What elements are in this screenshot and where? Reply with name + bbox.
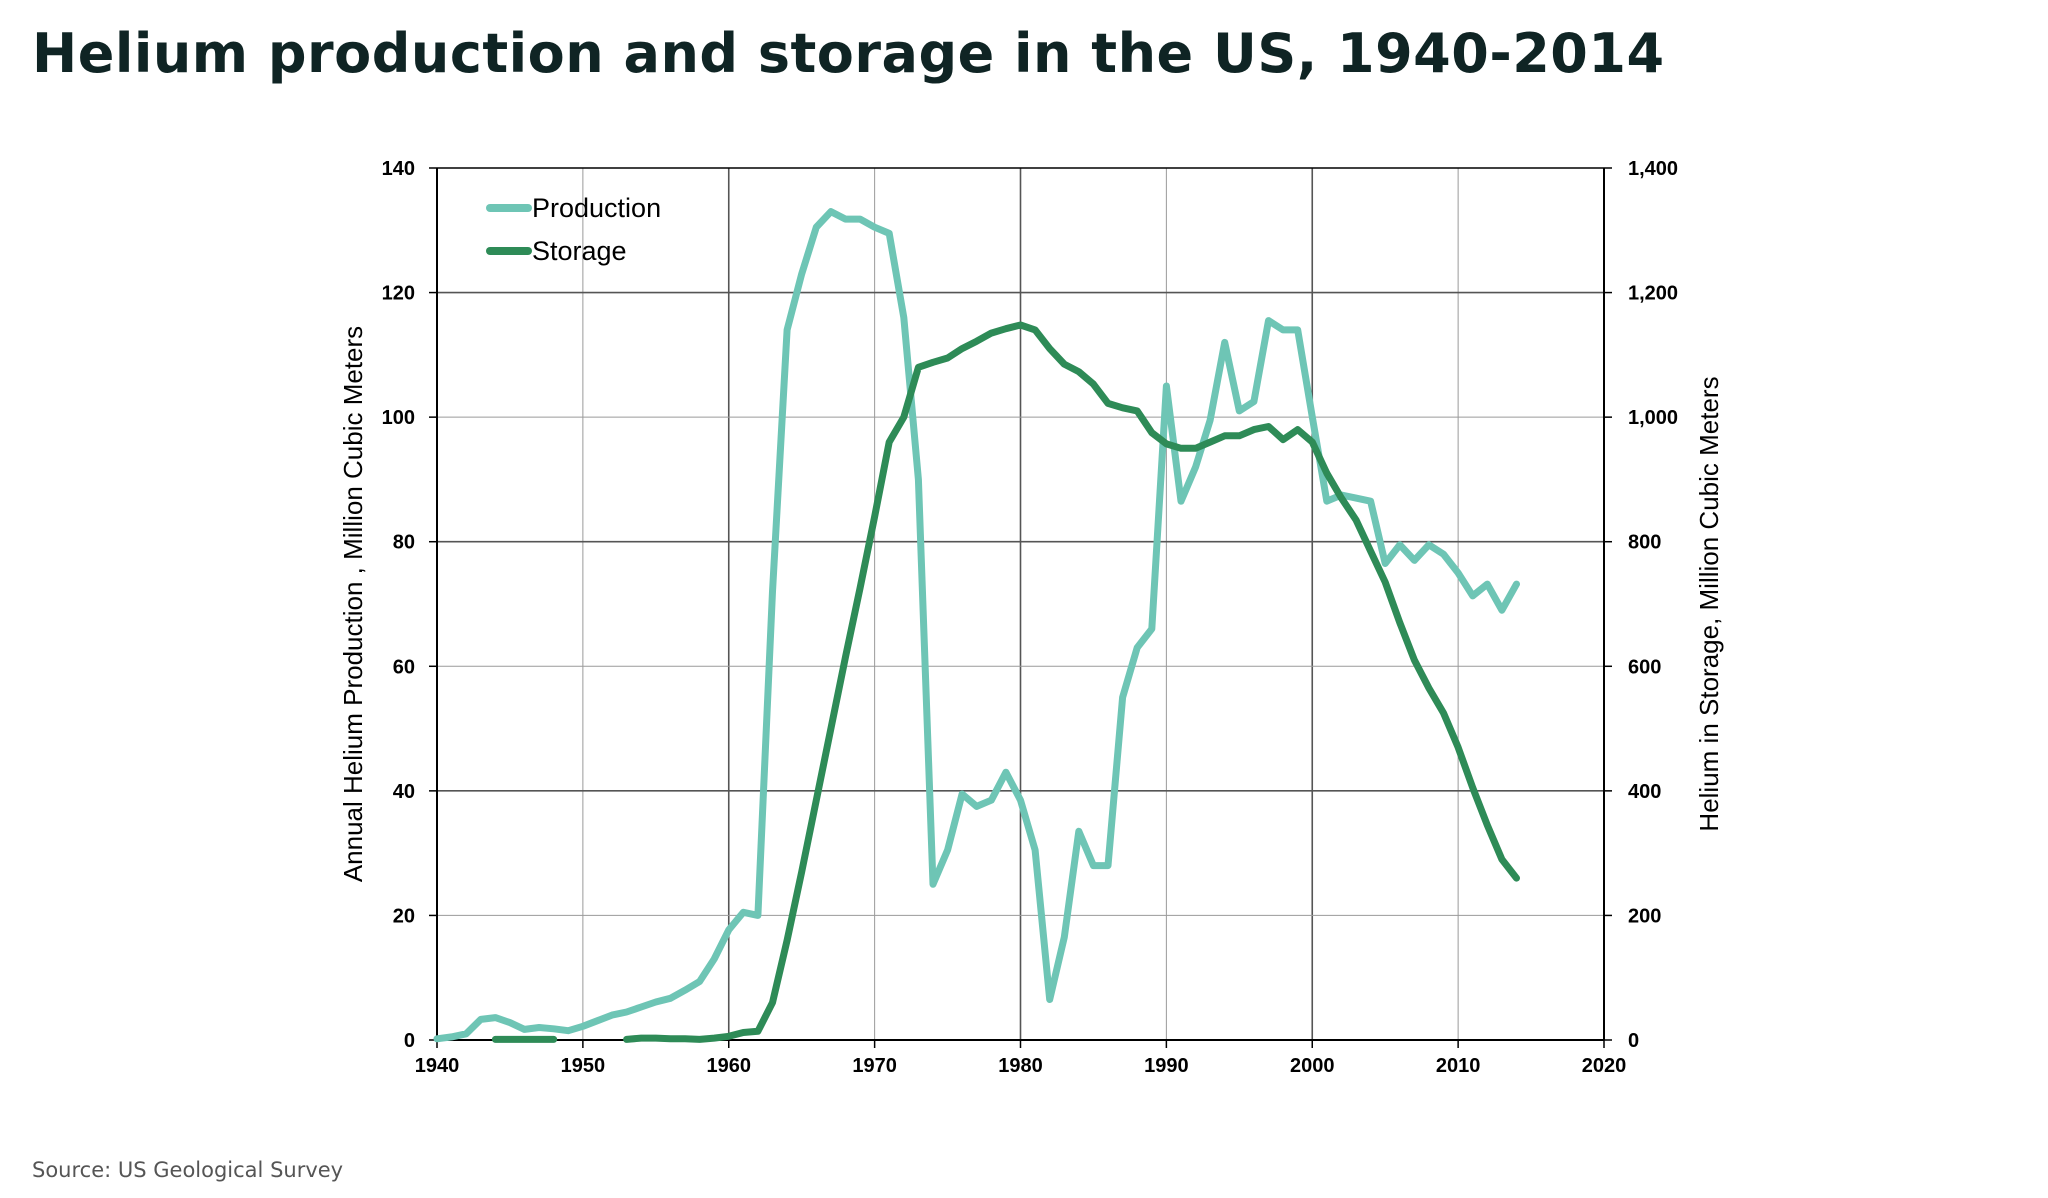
legend-label-production: Production bbox=[532, 193, 661, 223]
y-tick-label: 100 bbox=[382, 407, 415, 429]
tick-labels: 1940 1950 1960 1970 1980 1990 2000 2010 20200204… bbox=[382, 158, 1678, 1077]
x-tick-label: 1950 bbox=[561, 1055, 606, 1077]
x-tick-label: 1990 bbox=[1144, 1055, 1189, 1077]
axes bbox=[429, 167, 1612, 1048]
y2-tick-label: 1,400 bbox=[1628, 158, 1678, 180]
x-tick-label: 1980 bbox=[998, 1055, 1043, 1077]
production-series-line bbox=[433, 208, 1520, 1043]
source-note: Source: US Geological Survey bbox=[32, 1158, 344, 1182]
y2-tick-label: 1,000 bbox=[1628, 407, 1678, 429]
x-tick-label: 2010 bbox=[1436, 1055, 1481, 1077]
x-tick-label: 1960 bbox=[707, 1055, 752, 1077]
page-title: Helium production and storage in the US,… bbox=[32, 22, 1665, 85]
y-tick-label: 60 bbox=[393, 656, 415, 678]
y-tick-label: 80 bbox=[393, 532, 415, 554]
x-tick-label: 1970 bbox=[852, 1055, 897, 1077]
x-tick-label: 1940 bbox=[415, 1055, 460, 1077]
y2-tick-label: 600 bbox=[1628, 656, 1661, 678]
y2-tick-label: 1,200 bbox=[1628, 283, 1678, 305]
grid-lines bbox=[437, 167, 1604, 1040]
y-tick-label: 0 bbox=[404, 1030, 415, 1052]
x-tick-label: 2000 bbox=[1290, 1055, 1335, 1077]
x-tick-label: 2020 bbox=[1582, 1055, 1627, 1077]
y-axis-title: Annual Helium Production , Million Cubic… bbox=[338, 326, 368, 882]
y-tick-label: 140 bbox=[382, 158, 415, 180]
y2-tick-label: 400 bbox=[1628, 781, 1661, 803]
legend: Production Storage bbox=[486, 193, 661, 266]
y-tick-label: 120 bbox=[382, 283, 415, 305]
legend-label-storage: Storage bbox=[532, 236, 627, 266]
series-lines bbox=[433, 208, 1520, 1043]
y-tick-label: 20 bbox=[393, 905, 415, 927]
y2-tick-label: 200 bbox=[1628, 905, 1661, 927]
y-tick-label: 40 bbox=[393, 781, 415, 803]
y2-tick-label: 0 bbox=[1628, 1030, 1639, 1052]
y2-tick-label: 800 bbox=[1628, 532, 1661, 554]
storage-series-line bbox=[623, 321, 1520, 1043]
y2-axis-title: Helium in Storage, Million Cubic Meters bbox=[1694, 376, 1724, 831]
